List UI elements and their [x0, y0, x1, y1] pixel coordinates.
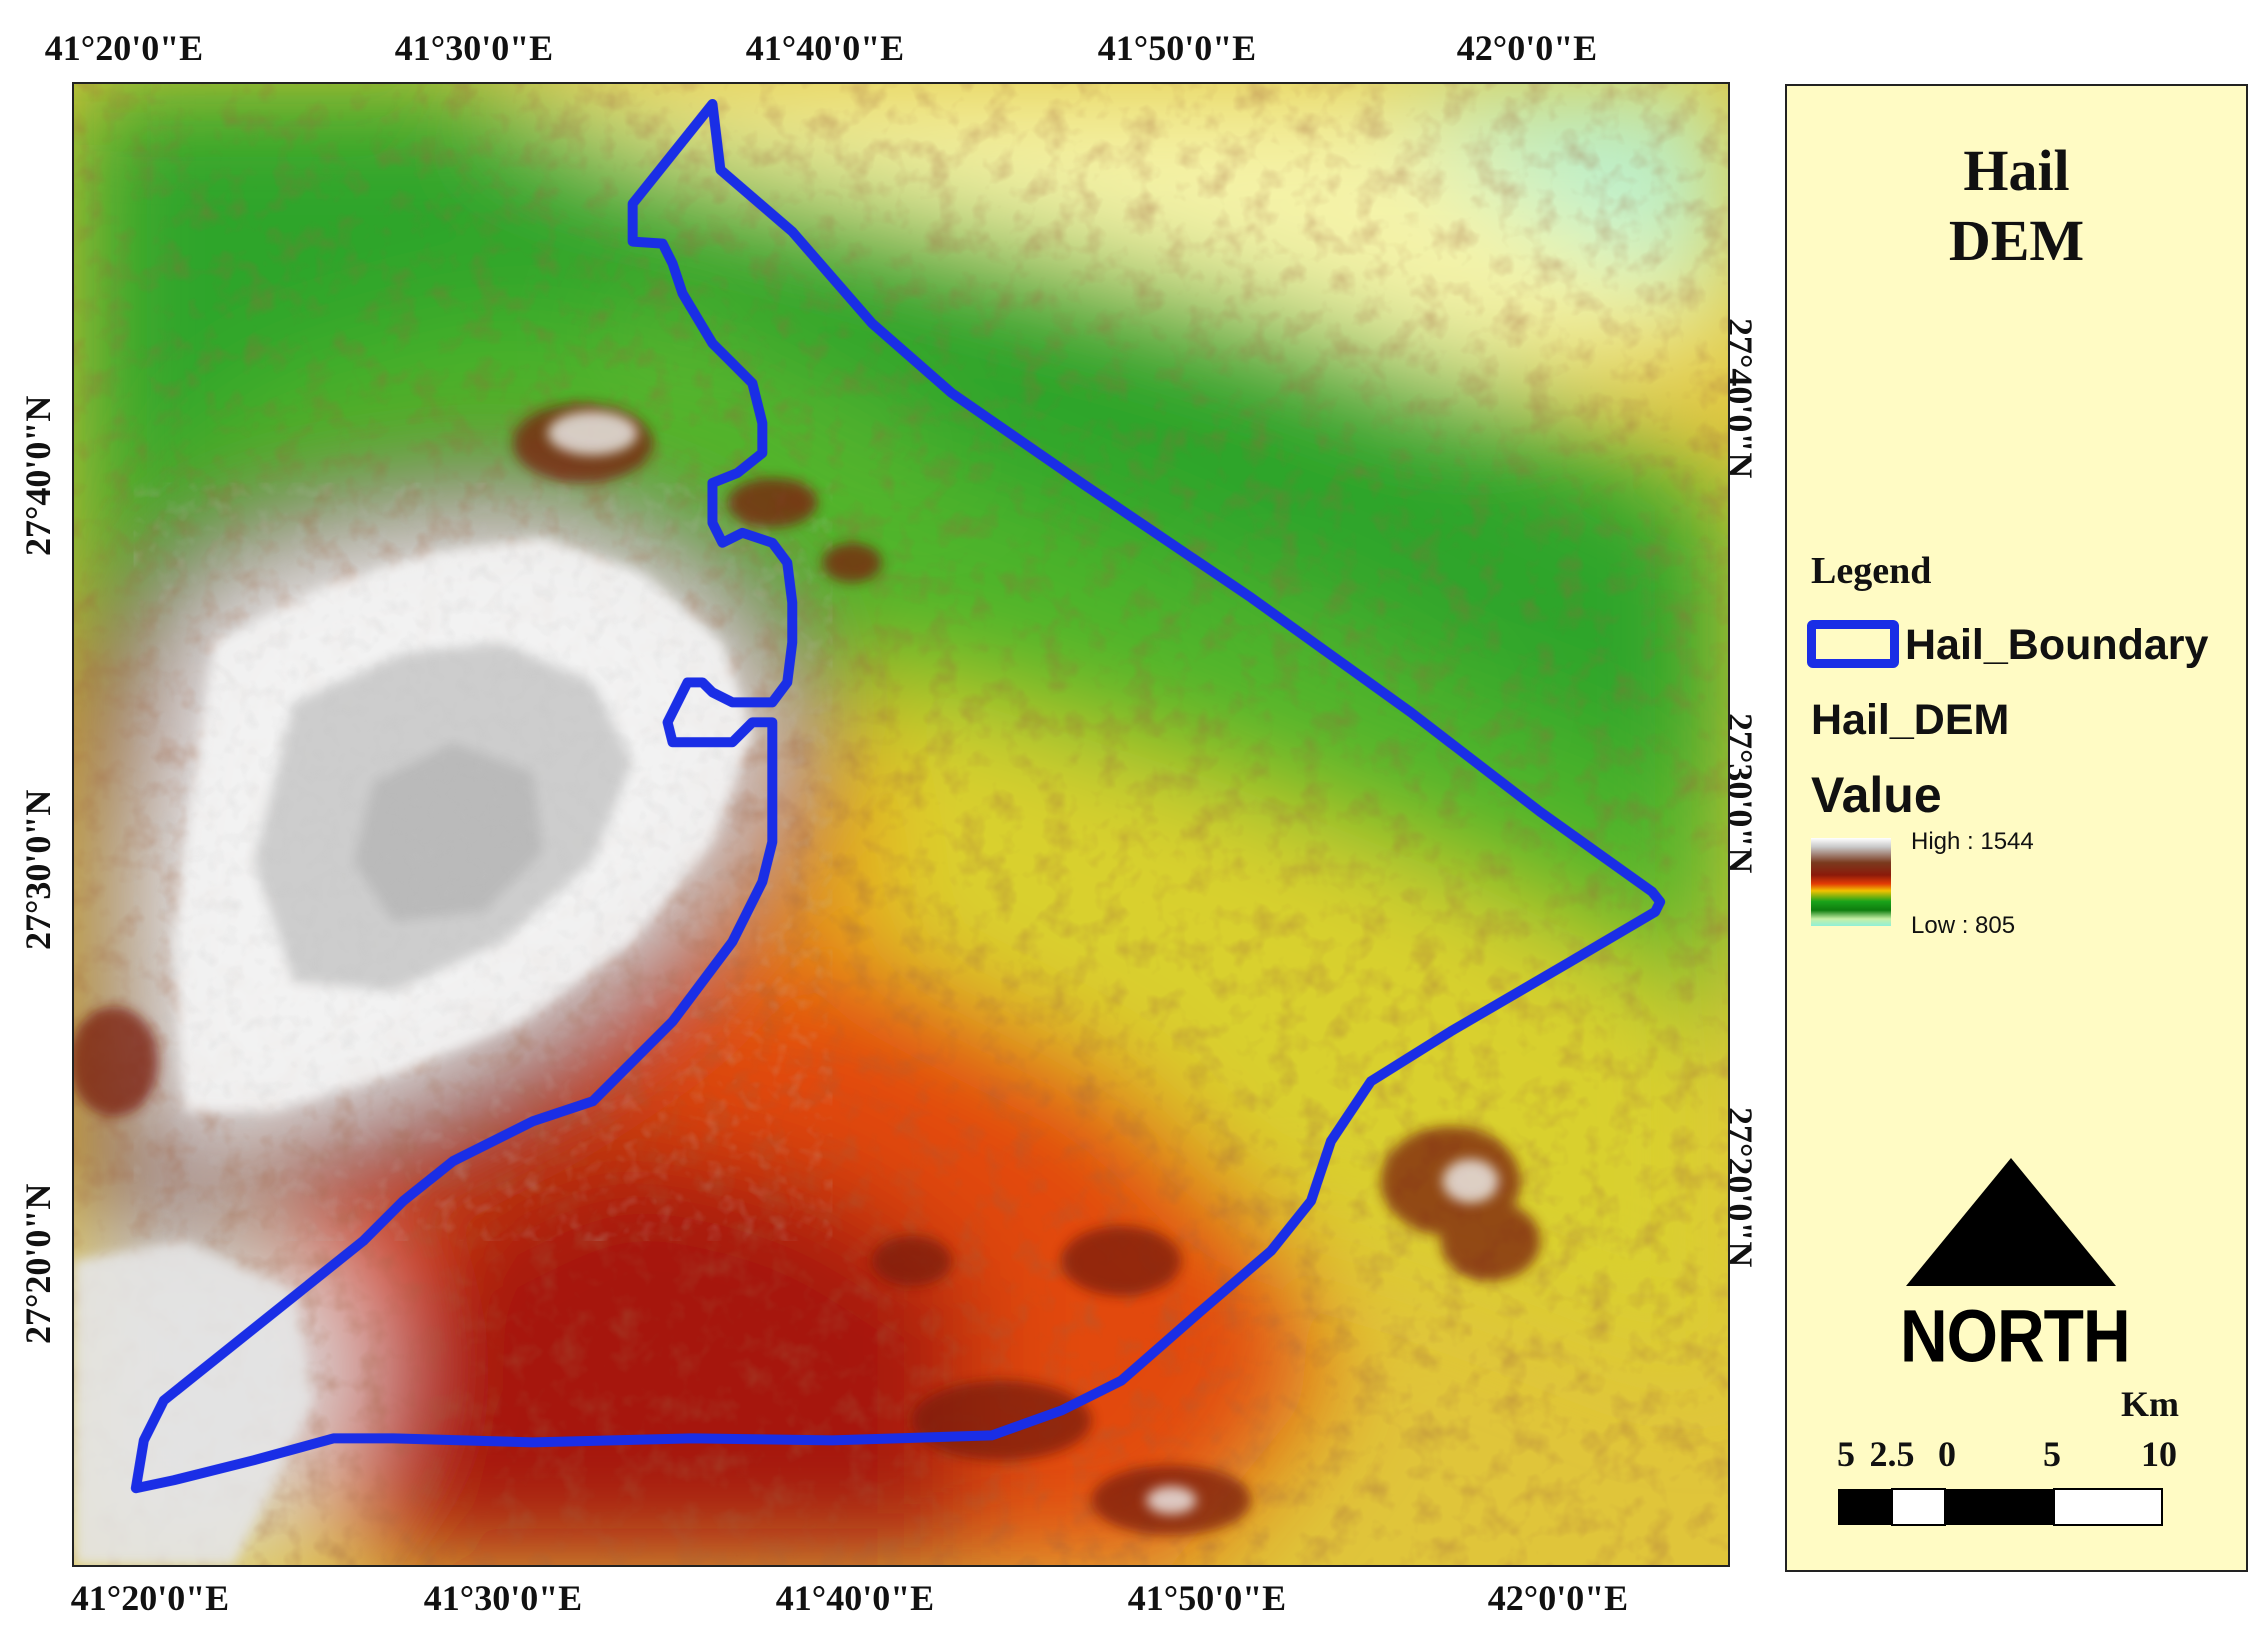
boundary-swatch-icon [1807, 620, 1899, 668]
scale-tick-3: 0 [1938, 1434, 1956, 1474]
left-lat-label-3: 27°20'0"N [18, 1183, 58, 1344]
top-lon-label-4: 41°50'0"E [1097, 28, 1257, 68]
hail-boundary [130, 98, 1666, 1494]
legend-title-line1: Hail [1963, 138, 2070, 203]
scale-tick-1: 5 [1837, 1434, 1855, 1474]
north-arrow-icon [1906, 1158, 2116, 1286]
left-lat-label-2: 27°30'0"N [18, 789, 58, 950]
top-lon-label-1: 41°20'0"E [44, 28, 204, 68]
dem-raster [74, 84, 1728, 1565]
scale-bar [1838, 1488, 2163, 1526]
dem-legend-label: Hail_DEM [1811, 696, 2010, 744]
top-lon-label-3: 41°40'0"E [745, 28, 905, 68]
top-lon-label-5: 42°0'0"E [1456, 28, 1598, 68]
scale-unit: Km [2121, 1384, 2179, 1424]
left-lat-label-1: 27°40'0"N [18, 395, 58, 556]
value-label: Value [1811, 767, 1942, 823]
scale-tick-4: 5 [2043, 1434, 2061, 1474]
dem-map[interactable] [72, 82, 1730, 1567]
bottom-lon-label-3: 41°40'0"E [775, 1578, 935, 1618]
legend-panel: Hail DEM Legend Hail_Boundary Hail_DEM V… [1785, 84, 2248, 1572]
legend-heading: Legend [1811, 550, 1932, 592]
elevation-color-ramp [1811, 838, 1891, 926]
legend-title-line2: DEM [1948, 208, 2085, 273]
ramp-low-label: Low : 805 [1911, 912, 2016, 939]
bottom-lon-label-2: 41°30'0"E [423, 1578, 583, 1618]
scale-tick-2: 2.5 [1869, 1434, 1915, 1474]
bottom-lon-label-5: 42°0'0"E [1487, 1578, 1629, 1618]
boundary-legend-label: Hail_Boundary [1905, 621, 2209, 669]
scale-tick-5: 10 [2141, 1434, 2177, 1474]
ramp-high-label: High : 1544 [1911, 828, 2034, 855]
bottom-lon-label-4: 41°50'0"E [1127, 1578, 1287, 1618]
top-lon-label-2: 41°30'0"E [394, 28, 554, 68]
north-label: NORTH [1900, 1294, 2131, 1377]
bottom-lon-label-1: 41°20'0"E [70, 1578, 230, 1618]
